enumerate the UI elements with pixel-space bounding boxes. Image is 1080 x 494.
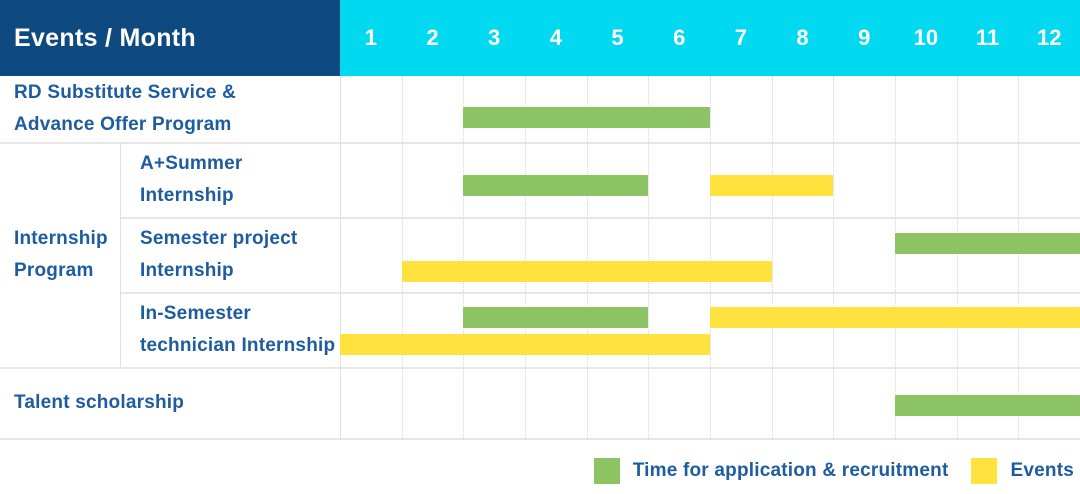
row-label-line: Internship [14, 228, 108, 249]
row-label-line: RD Substitute Service & [14, 82, 237, 103]
gantt-bar-sem-events [401, 261, 772, 282]
grid-line-month-4 [586, 76, 588, 440]
row-label-semester-project-internship: Semester project Internship [120, 218, 340, 292]
grid-line-month-8 [833, 76, 835, 440]
gantt-bar-rd-recruitment [463, 107, 710, 128]
month-header-7: 7 [734, 25, 747, 50]
month-header-5: 5 [611, 25, 624, 50]
legend-item-recruitment: Time for application & recruitment [593, 458, 949, 484]
legend-label-recruitment: Time for application & recruitment [632, 460, 949, 481]
grid-line-month-9 [895, 76, 896, 440]
grid-line-subrow1-bottom [120, 217, 1080, 219]
gantt-bar-aplus-events [710, 175, 834, 196]
grid-line-month-3 [525, 76, 526, 440]
grid-line-month-1 [401, 76, 403, 440]
gantt-bar-aplus-recruitment [463, 175, 649, 196]
gantt-bar-insem-events [340, 334, 710, 355]
month-header-1: 1 [364, 25, 377, 50]
legend-item-events: Events [971, 458, 1074, 484]
grid-line-month-10 [956, 76, 958, 440]
green-swatch-icon [593, 458, 620, 484]
month-header-3: 3 [488, 25, 501, 50]
yellow-swatch-icon [971, 458, 998, 484]
gantt-bar-insem-recruitment [463, 307, 649, 328]
month-header-2: 2 [426, 25, 439, 50]
header-events-month-cell: Events / Month [0, 0, 340, 76]
legend-label-events: Events [1010, 460, 1074, 481]
row-label-line: Semester project [140, 228, 298, 249]
row-label-line: technician Internship [140, 335, 336, 356]
row-label-line: Internship [140, 260, 234, 281]
grid-line-table-bottom [0, 438, 1080, 440]
month-header-4: 4 [549, 25, 562, 50]
row-label-aplus-summer-internship: A+Summer Internship [120, 143, 340, 217]
row-label-in-semester-technician-internship: In-Semester technician Internship [120, 293, 340, 367]
grid-line-month-11 [1018, 76, 1020, 440]
row-label-line: Internship [140, 185, 234, 206]
header-events-month-label: Events / Month [14, 23, 196, 52]
row-label-line: Talent scholarship [14, 392, 185, 413]
grid-line-subrow2-bottom [120, 292, 1080, 294]
month-header-9: 9 [858, 25, 871, 50]
row-label-talent-scholarship: Talent scholarship [0, 368, 340, 438]
row-label-rd-substitute: RD Substitute Service & Advance Offer Pr… [0, 76, 340, 142]
month-header-12: 12 [1036, 25, 1062, 50]
grid-line-month-2 [463, 76, 465, 440]
grid-line-row1-bottom [0, 142, 1080, 144]
gantt-bar-talent-recruitment [895, 395, 1080, 416]
row-label-line: Program [14, 260, 94, 281]
gantt-bar-insem-events [710, 307, 1080, 328]
month-header-8: 8 [796, 25, 809, 50]
month-header-6: 6 [673, 25, 686, 50]
gantt-bar-sem-recruitment [895, 233, 1080, 254]
row-label-line: Advance Offer Program [14, 114, 232, 135]
grid-line-month-6 [710, 76, 711, 440]
grid-line-month-5 [648, 76, 650, 440]
month-header-row: 1 2 3 4 5 6 7 8 9 10 11 12 [340, 0, 1080, 76]
grid-line-month-7 [771, 76, 773, 440]
grid-line-chart-left [340, 76, 341, 440]
row-label-internship-program: Internship Program [0, 143, 120, 367]
month-header-10: 10 [913, 25, 939, 50]
row-label-line: A+Summer [140, 153, 243, 174]
row-label-line: In-Semester [140, 303, 251, 324]
chart-legend: Time for application & recruitment Event… [593, 458, 1074, 484]
grid-line-group-bottom [0, 367, 1080, 369]
month-header-11: 11 [975, 25, 1000, 50]
grid-line-sublabel-divider [120, 143, 121, 367]
